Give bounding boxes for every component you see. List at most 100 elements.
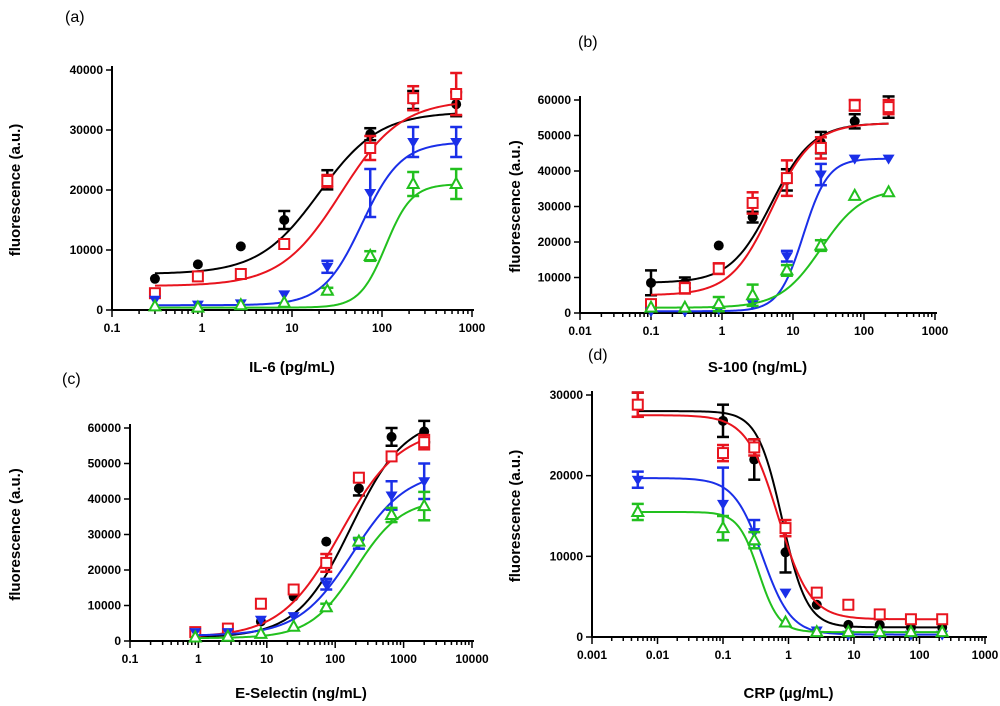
fit-curve — [637, 414, 943, 621]
data-point — [678, 282, 691, 295]
fit-curve — [154, 142, 457, 307]
data-point — [287, 612, 300, 623]
data-point — [810, 586, 823, 599]
panel-b: 0 10000 20000 30000 40000 50000 60000 0.01 0.1 1 1… — [507, 34, 949, 376]
y-axis-title: fluorescence (a.u.) — [7, 468, 24, 601]
data-point — [809, 624, 824, 638]
fit-curve — [154, 112, 457, 275]
data-point — [321, 262, 334, 273]
x-tick-label: 10 — [786, 324, 800, 338]
data-point — [253, 625, 269, 639]
x-tick-label: 10 — [847, 648, 861, 662]
y-tick-label: 20000 — [550, 469, 584, 483]
data-point — [386, 431, 397, 442]
data-point — [630, 503, 645, 517]
series-blue — [189, 462, 431, 639]
data-point — [191, 270, 204, 283]
data-point — [450, 88, 463, 100]
data-point — [811, 599, 822, 610]
fit-curve — [650, 122, 889, 284]
x-tick-label: 100 — [909, 648, 929, 662]
data-point — [220, 628, 236, 642]
data-point — [407, 138, 420, 148]
fit-curve — [195, 480, 425, 637]
data-point — [779, 262, 795, 276]
data-point — [712, 262, 725, 275]
data-point — [780, 172, 793, 185]
x-tick-label: 1 — [785, 648, 792, 662]
data-point — [321, 536, 332, 547]
data-point — [147, 298, 163, 312]
series-red — [645, 98, 895, 311]
data-point — [631, 398, 644, 411]
data-point — [713, 240, 724, 251]
x-tick-label: 1000 — [972, 648, 999, 662]
data-point — [814, 141, 827, 154]
y-tick-label: 10000 — [70, 243, 104, 257]
data-point — [448, 175, 464, 189]
x-tick-label: 1000 — [390, 652, 417, 666]
x-tick-label: 1 — [719, 324, 726, 338]
y-tick-label: 60000 — [538, 93, 572, 107]
data-point — [779, 522, 792, 535]
panel-label: (d) — [588, 347, 608, 364]
x-tick-label: 0.1 — [104, 321, 121, 335]
y-tick-label: 30000 — [88, 528, 122, 542]
data-point — [254, 597, 267, 610]
data-point — [881, 184, 896, 198]
data-point — [351, 533, 367, 547]
y-axis-title: fluorescence (a.u.) — [507, 140, 524, 273]
y-tick-label: 40000 — [70, 63, 104, 77]
x-axis-title: S-100 (ng/mL) — [708, 359, 807, 376]
y-tick-label: 60000 — [88, 421, 122, 435]
y-tick-label: 0 — [576, 630, 583, 644]
panel-label: (c) — [62, 371, 81, 388]
data-point — [234, 268, 247, 280]
data-point — [711, 296, 726, 310]
data-point — [873, 608, 886, 621]
x-tick-label: 10 — [285, 321, 299, 335]
data-point — [384, 506, 399, 520]
y-axis-title: fluorescence (a.u.) — [507, 450, 524, 583]
data-point — [416, 498, 432, 512]
panel-label: (b) — [578, 34, 598, 51]
y-tick-label: 10000 — [538, 271, 572, 285]
x-tick-label: 0.1 — [122, 652, 139, 666]
data-point — [363, 247, 378, 261]
x-tick-label: 100 — [372, 321, 392, 335]
data-point — [286, 618, 301, 632]
data-point — [405, 175, 421, 189]
fit-curve — [154, 102, 457, 287]
data-point — [190, 299, 206, 313]
data-point — [748, 441, 761, 454]
y-tick-label: 10000 — [550, 549, 584, 563]
data-point — [849, 116, 860, 127]
data-point — [364, 142, 377, 154]
data-point — [903, 624, 919, 638]
x-tick-label: 100 — [854, 324, 874, 338]
data-point — [646, 277, 656, 288]
data-point — [319, 599, 334, 613]
data-point — [842, 598, 855, 611]
x-tick-label: 1000 — [459, 321, 486, 335]
data-point — [780, 252, 793, 263]
data-point — [813, 237, 829, 251]
data-point — [364, 189, 377, 199]
data-point — [149, 273, 160, 284]
y-tick-label: 30000 — [538, 200, 572, 214]
data-point — [904, 613, 917, 626]
y-tick-label: 40000 — [88, 492, 122, 506]
data-point — [385, 450, 398, 463]
y-tick-label: 30000 — [70, 123, 104, 137]
data-point — [717, 499, 729, 510]
data-point — [848, 99, 861, 112]
data-point — [779, 588, 792, 599]
x-tick-label: 0.1 — [715, 648, 732, 662]
y-axis-title: fluorescence (a.u.) — [7, 124, 24, 257]
data-point — [717, 447, 729, 460]
y-tick-label: 10000 — [88, 599, 122, 613]
panel-label: (a) — [65, 9, 85, 26]
data-point — [746, 196, 759, 209]
y-tick-label: 50000 — [538, 129, 572, 143]
